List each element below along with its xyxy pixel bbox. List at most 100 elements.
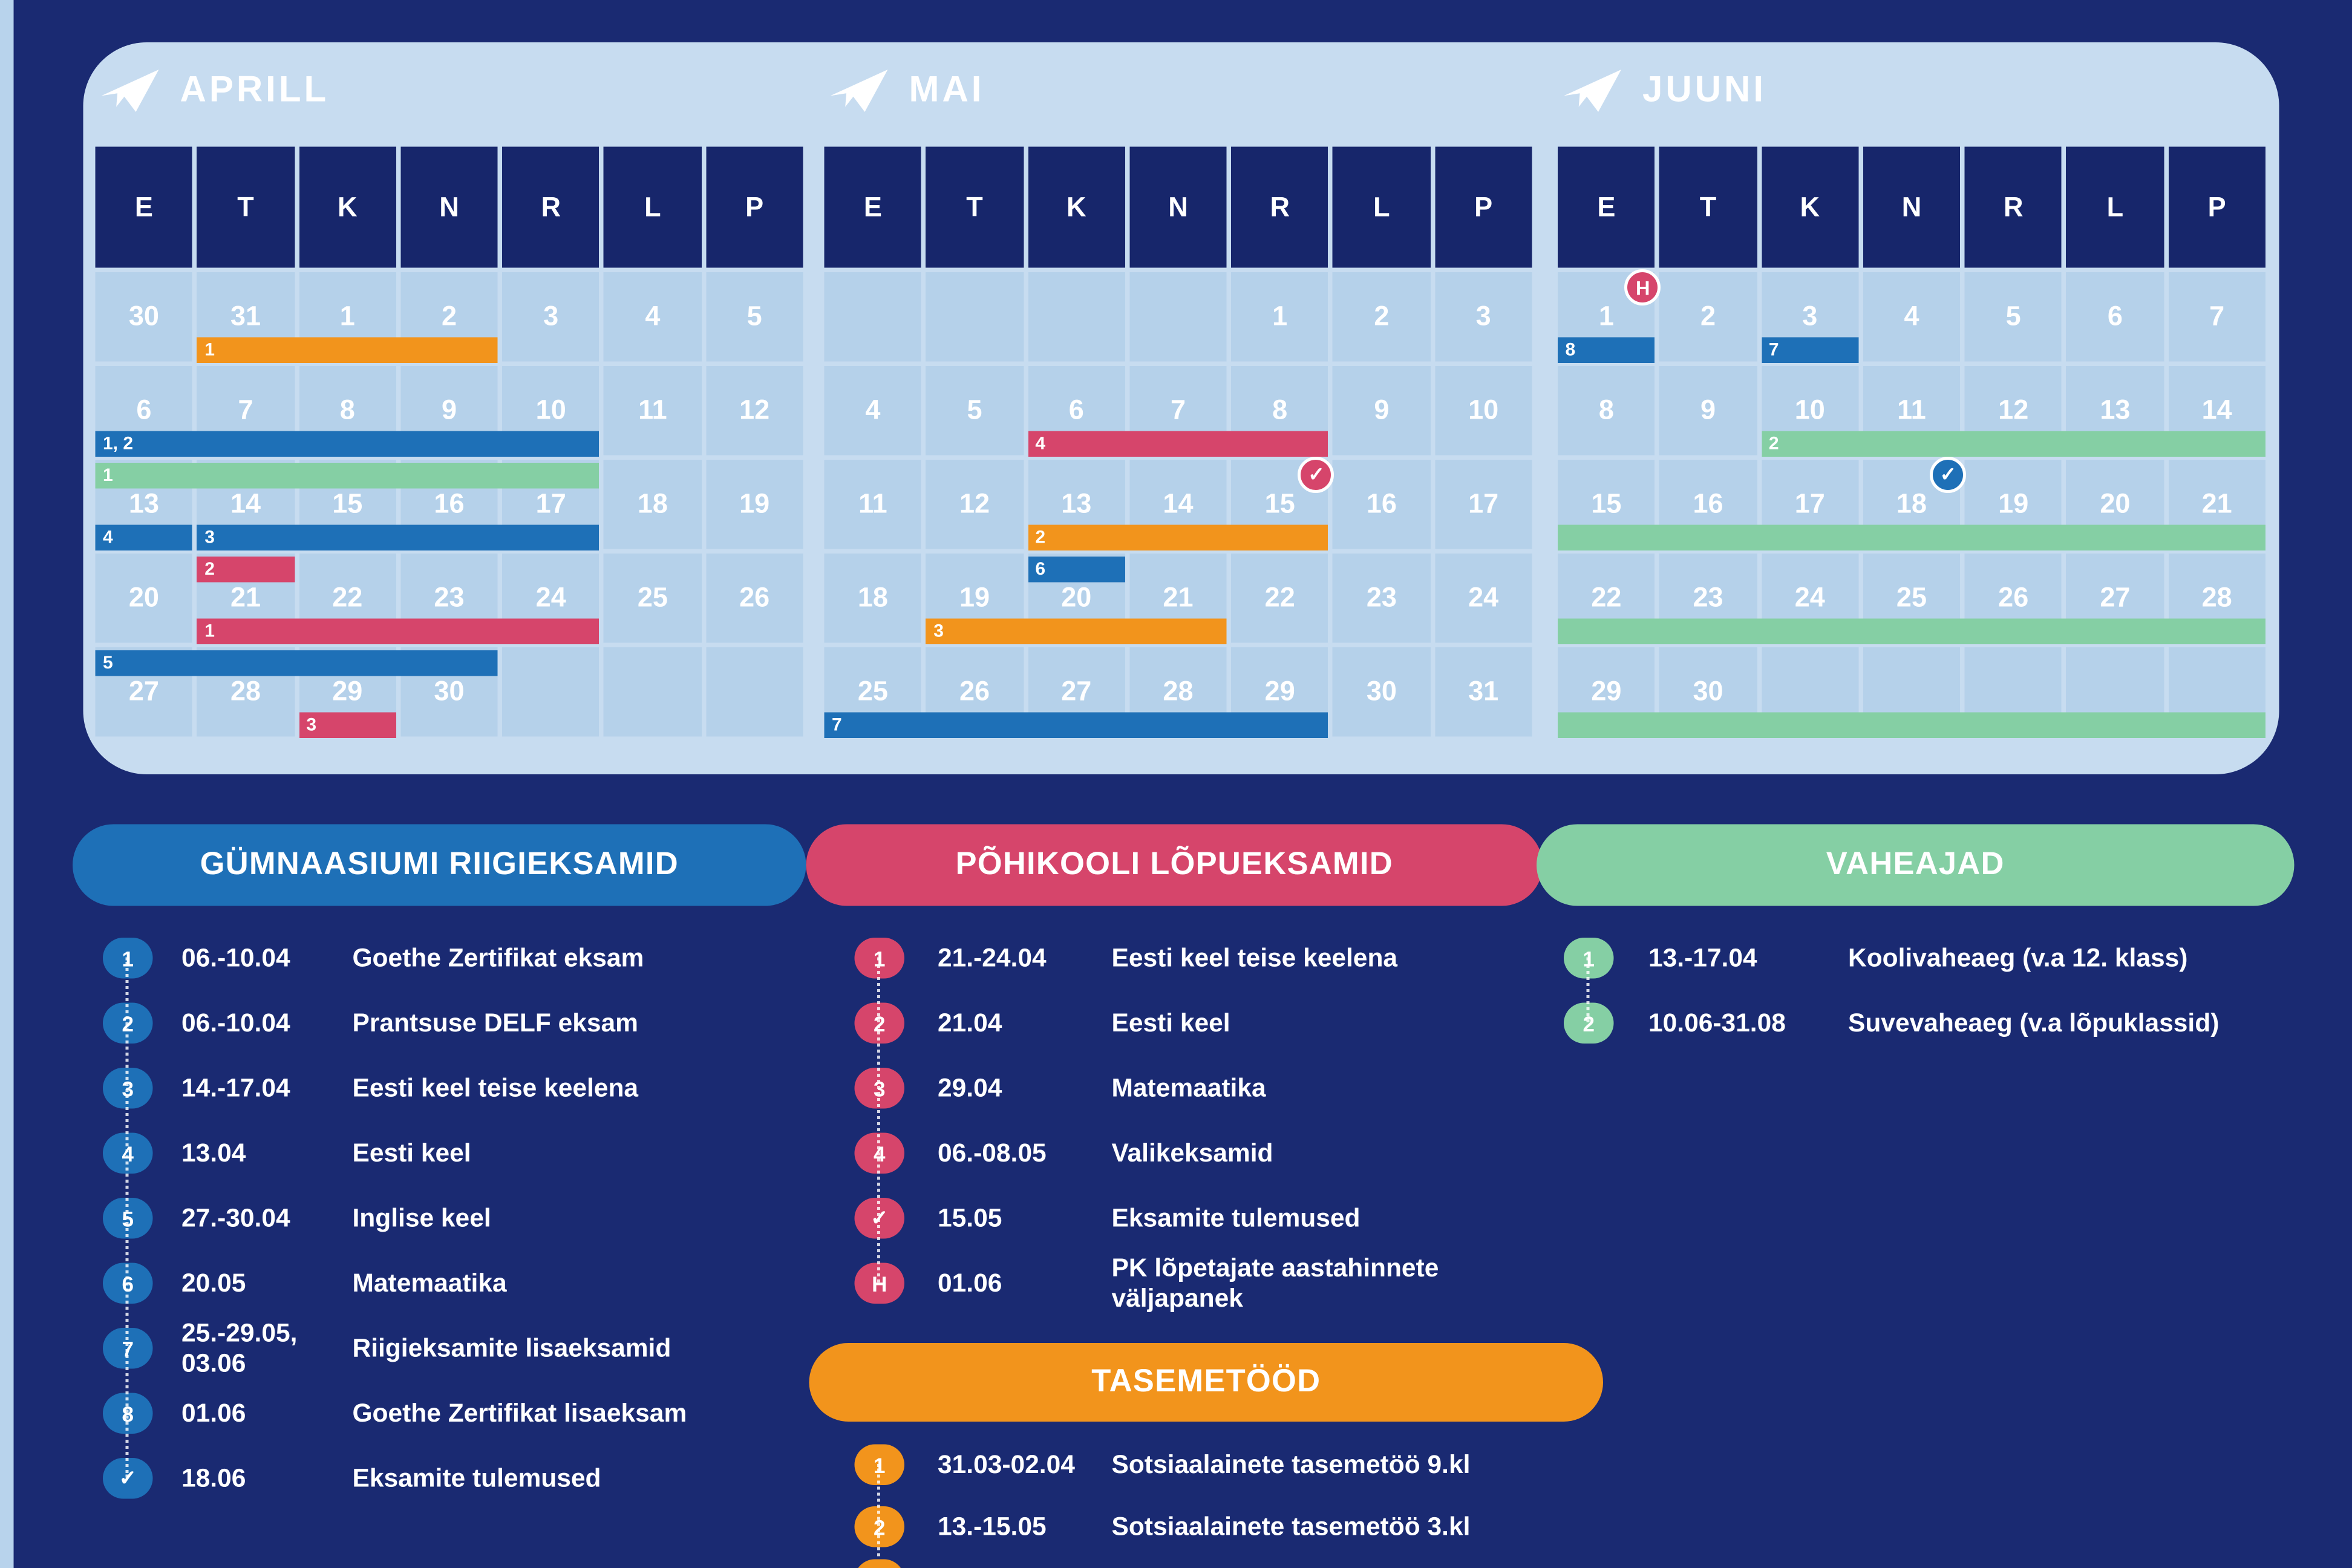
legend-item-date: 06.-10.04 (181, 1008, 290, 1037)
calendar-day-cell: 30 (1333, 647, 1431, 737)
calendar-day-cell: 6 (1027, 366, 1125, 456)
legend-item-desc: Sotsiaalainete tasemetöö 3.kl (1111, 1511, 1471, 1541)
calendar-day-cell: 18 (1863, 460, 1961, 549)
calendar-day-cell: 14 (2168, 366, 2265, 456)
legend-item-desc: Goethe Zertifikat eksam (352, 942, 644, 972)
month-grid-wrap: E T K N R L P 30 31 1 2 3 4 5 6 7 8 9 10 11 12 13 14 15 16 17 18 19… (95, 146, 803, 738)
calendar-day-cell: 13 (95, 460, 193, 549)
calendar-day-cell: 17 (502, 460, 600, 549)
calendar-day-cell: 30 (400, 647, 498, 737)
calendar-empty-cell (2066, 647, 2164, 737)
calendar-day-cell: 7 (2168, 272, 2265, 362)
calendar-day-cell: 13 (2066, 366, 2164, 456)
calendar-day-cell: 23 (1333, 554, 1431, 643)
legend-item-date: 21.04 (938, 1008, 1002, 1037)
day-of-week-header: N (400, 146, 498, 268)
calendar-day-cell: 4 (604, 272, 702, 362)
month-title: APRILL (180, 70, 330, 111)
legend-item-desc: Eesti keel (352, 1138, 471, 1167)
calendar-day-cell: 29 (1231, 647, 1329, 737)
calendar-day-cell: 17 (1761, 460, 1859, 549)
calendar-day-cell: 8 (1231, 366, 1329, 456)
calendar-day-cell: 23 (400, 554, 498, 643)
calendar-day-cell: 5 (1964, 272, 2062, 362)
legend-item: 5 27.-30.04 Inglise keel (73, 1186, 806, 1251)
legend-item-desc: Sotsiaalainete tasemetöö 9.kl (1111, 1449, 1471, 1478)
calendar-day-cell: 16 (400, 460, 498, 549)
calendar-day-cell: 14 (1129, 460, 1227, 549)
legend-item-desc: Eesti keel teise keelena (1111, 942, 1398, 972)
day-of-week-header: L (604, 146, 702, 268)
legend-item-date: 13.-17.04 (1648, 942, 1757, 972)
calendar-day-cell: 10 (1434, 366, 1532, 456)
legend-item-date: 13.-15.05 (938, 1511, 1047, 1541)
calendar-day-cell: 21 (2168, 460, 2265, 549)
calendar-day-cell: 25 (1863, 554, 1961, 643)
calendar-day-cell: 31 (1434, 647, 1532, 737)
calendar-day-cell: 9 (1333, 366, 1431, 456)
calendar-day-cell: 30 (95, 272, 193, 362)
calendar-day-cell: 21 (1129, 554, 1227, 643)
legend-item: 7 25.-29.05, 03.06 Riigieksamite lisaeksam… (73, 1316, 806, 1381)
legend-item-desc: Koolivaheaeg (v.a 12. klass) (1848, 942, 2188, 972)
calendar-empty-cell (926, 272, 1024, 362)
legend-list-pohikool: 1 21.-24.04 Eesti keel teise keelena 2 21.04… (829, 926, 1543, 1316)
calendar-day-cell: 9 (400, 366, 498, 456)
legend-item: ✓ 18.06 Eksamite tulemused (73, 1446, 806, 1511)
calendar-day-cell: 8 (298, 366, 396, 456)
calendar-empty-cell (705, 647, 803, 737)
calendar-day-cell: 29 (1558, 647, 1655, 737)
legend-item-date: 20.05 (181, 1268, 246, 1297)
calendar-day-cell: 15 (1558, 460, 1655, 549)
day-of-week-header: P (705, 146, 803, 268)
day-of-week-header: P (1434, 146, 1532, 268)
calendar-day-cell: 14 (197, 460, 295, 549)
calendar-day-cell: 15 (1231, 460, 1329, 549)
legend-item-desc: Goethe Zertifikat lisaeksam (352, 1398, 687, 1427)
legend-item-desc: Eesti keel teise keelena (352, 1073, 639, 1102)
legend-item: 2 10.06-31.08 Suvevaheaeg (v.a lõpuklassid… (1537, 991, 2296, 1056)
calendar-day-cell: 29 (298, 647, 396, 737)
calendar-day-cell: 26 (926, 647, 1024, 737)
legend-item: ✓ 15.05 Eksamite tulemused (829, 1186, 1543, 1251)
calendar-day-cell: 3 (1761, 272, 1859, 362)
legend-item: 3 29.04 Matemaatika (829, 1056, 1543, 1121)
legend-item: 6 20.05 Matemaatika (73, 1251, 806, 1316)
calendar-empty-cell (1761, 647, 1859, 737)
legend-item-date: 01.06 (181, 1398, 246, 1427)
month-grid: E T K N R L P 30 31 1 2 3 4 5 6 7 8 9 10 11 12 13 14 15 16 17 18 19… (95, 146, 803, 737)
calendar-day-cell: 27 (95, 647, 193, 737)
calendar-day-cell: 7 (197, 366, 295, 456)
legend-item-desc: Inglise keel (352, 1203, 491, 1232)
legend-item: 1 06.-10.04 Goethe Zertifikat eksam (73, 926, 806, 991)
legend-item-date: 21.-24.04 (938, 942, 1047, 972)
legend-item-date: 01.06 (938, 1268, 1002, 1297)
calendar-day-cell: 25 (604, 554, 702, 643)
legend-item-desc: Matemaatika (352, 1268, 507, 1297)
month-header: MAI (825, 60, 1532, 121)
month-juuni: JUUNI E T K N R L P 1 2 3 4 5 6 7 8 9 10 11 12 13 14 15 16 17 18… (1558, 60, 2265, 738)
calendar-day-cell: 26 (1964, 554, 2062, 643)
calendar-day-cell: 13 (1027, 460, 1125, 549)
legend-item-badge: 2 (1564, 1002, 1614, 1044)
month-title: MAI (909, 70, 985, 111)
calendar-day-cell: 20 (1027, 554, 1125, 643)
day-of-week-header: K (1027, 146, 1125, 268)
legend-item-date: 25.-29.05, 03.06 (181, 1318, 298, 1377)
legend-item-date: 13.04 (181, 1138, 246, 1167)
calendar-empty-cell (824, 272, 922, 362)
day-of-week-header: P (2168, 146, 2265, 268)
calendar-day-cell: 16 (1333, 460, 1431, 549)
calendar-day-cell: 24 (502, 554, 600, 643)
calendar-empty-cell (2168, 647, 2265, 737)
calendar-day-cell: 19 (926, 554, 1024, 643)
calendar-day-cell: 19 (705, 460, 803, 549)
legend-item-date: 06.-10.04 (181, 942, 290, 972)
legend-item-desc: Eksamite tulemused (352, 1463, 601, 1492)
legend-item-date: 31.03-02.04 (938, 1449, 1075, 1478)
calendar-day-cell: 1 (1558, 272, 1655, 362)
day-of-week-header: T (1659, 146, 1757, 268)
legend-item: 4 06.-08.05 Valikeksamid (829, 1121, 1543, 1186)
legend-item: 1 21.-24.04 Eesti keel teise keelena (829, 926, 1543, 991)
